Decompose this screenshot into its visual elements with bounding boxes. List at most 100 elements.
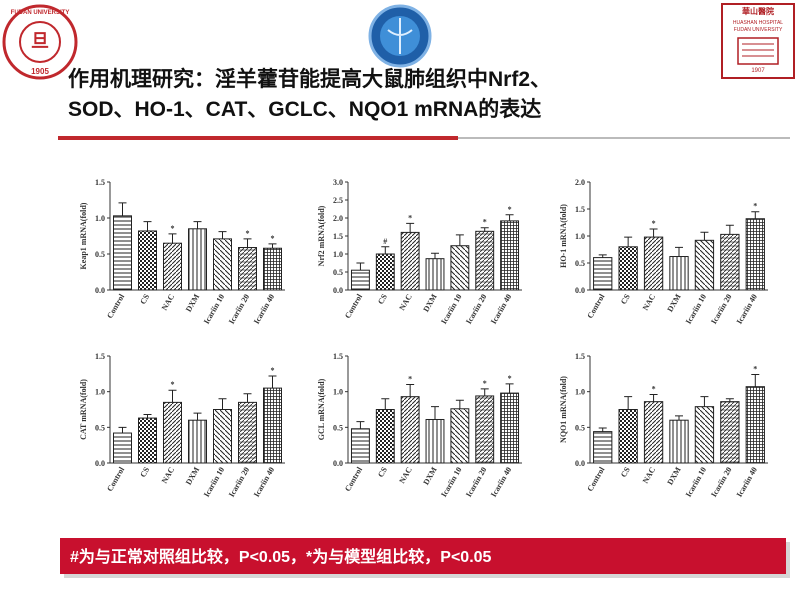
error-bar <box>143 413 152 419</box>
error-bar <box>480 227 489 232</box>
error-bar <box>751 211 760 219</box>
bar <box>263 247 282 291</box>
bar <box>618 246 638 291</box>
error-bar <box>505 214 514 221</box>
bar <box>643 401 664 464</box>
logo-year: 1907 <box>751 68 765 74</box>
significance-mark: # <box>383 237 387 246</box>
y-tick-label: 0.0 <box>333 459 343 468</box>
y-tick-label: 0.5 <box>95 423 105 432</box>
bar <box>238 247 257 291</box>
y-tick-label: 0.5 <box>333 423 343 432</box>
bar <box>618 409 638 464</box>
error-bar <box>675 415 683 421</box>
y-tick-label: 0.5 <box>95 250 105 259</box>
significance-mark: * <box>652 385 656 394</box>
bar <box>213 238 232 291</box>
bar <box>263 387 282 464</box>
y-axis-label: CAT mRNA(fold) <box>79 379 88 440</box>
bar <box>593 431 613 464</box>
title: SOD、HO-1、CAT、GCLC、NQO1 mRNA的表达 <box>68 97 541 121</box>
y-axis-label: Keap1 mRNA(fold) <box>79 202 88 269</box>
significance-mark: * <box>753 365 757 374</box>
error-bar <box>168 389 177 403</box>
error-bar <box>675 246 683 257</box>
error-bar <box>218 231 227 239</box>
error-bar <box>455 399 464 409</box>
y-tick-label: 1.0 <box>333 388 343 397</box>
error-bar <box>268 375 277 389</box>
significance-mark: * <box>652 219 656 228</box>
bar <box>475 230 495 291</box>
error-bar <box>598 254 607 258</box>
huashan-logo: 華山醫院 HUASHAN HOSPITAL FUDAN UNIVERSITY 1… <box>721 3 795 79</box>
bar <box>213 409 232 464</box>
y-axis-label: GCL mRNA(fold) <box>317 378 326 440</box>
bar <box>694 406 715 464</box>
error-bar <box>700 396 709 407</box>
title: 作用机理研究：淫羊藿苷能提高大鼠肺组织中Nrf2、 <box>68 67 551 91</box>
bar <box>425 418 445 464</box>
y-tick-label: 1.5 <box>95 178 105 187</box>
y-tick-label: 0.5 <box>333 268 343 277</box>
error-bar <box>193 221 202 229</box>
error-bar <box>243 393 252 403</box>
error-bar <box>480 388 489 396</box>
bar <box>188 228 207 291</box>
y-tick-label: 0.5 <box>575 423 585 432</box>
bar <box>113 215 132 291</box>
y-tick-label: 0.0 <box>95 286 105 295</box>
y-tick-label: 0.0 <box>95 459 105 468</box>
y-tick-label: 1.5 <box>333 232 343 241</box>
error-bar <box>406 222 415 233</box>
bar <box>745 218 765 291</box>
significance-mark: * <box>483 379 487 388</box>
bar <box>669 256 689 291</box>
logo-text: FUDAN UNIVERSITY <box>11 10 70 16</box>
bar <box>238 401 257 464</box>
error-bar <box>624 236 633 247</box>
error-bar <box>725 224 734 235</box>
significance-mark: * <box>753 202 757 211</box>
error-bar <box>381 246 390 254</box>
error-bar <box>649 228 658 238</box>
bar <box>163 401 182 464</box>
error-bar <box>381 398 390 410</box>
bar <box>500 220 520 291</box>
title-rule <box>458 137 790 139</box>
error-bar <box>598 427 607 432</box>
bar <box>350 428 370 464</box>
error-bar <box>168 233 177 244</box>
error-bar <box>505 383 514 394</box>
logo-text: HUASHAN HOSPITAL <box>733 20 783 26</box>
y-tick-label: 3.0 <box>333 178 343 187</box>
error-bar <box>431 252 439 259</box>
bar <box>138 230 157 291</box>
significance-mark: * <box>271 234 275 243</box>
y-tick-label: 1.0 <box>333 250 343 259</box>
bar <box>694 239 715 291</box>
footnote: #为与正常对照组比较，P<0.05，*为与模型组比较，P<0.05 <box>70 547 492 566</box>
y-tick-label: 2.5 <box>333 196 343 205</box>
bar <box>163 242 182 291</box>
error-bar <box>700 231 709 241</box>
bar <box>643 236 664 291</box>
bar <box>669 419 689 464</box>
logo-year: 1905 <box>31 67 49 76</box>
title-rule <box>58 136 458 140</box>
error-bar <box>624 396 633 410</box>
y-tick-label: 1.5 <box>333 352 343 361</box>
footnote-box <box>60 538 786 574</box>
error-bar <box>218 398 227 410</box>
error-bar <box>356 262 365 271</box>
significance-mark: * <box>508 205 512 214</box>
logo-text: 華山醫院 <box>742 6 774 16</box>
error-bar <box>143 221 152 231</box>
significance-mark: * <box>483 218 487 227</box>
y-tick-label: 0.0 <box>333 286 343 295</box>
bar <box>400 231 420 291</box>
error-bar <box>118 426 127 434</box>
y-axis-label: HO-1 mRNA(fold) <box>559 204 568 268</box>
bar <box>593 257 613 291</box>
